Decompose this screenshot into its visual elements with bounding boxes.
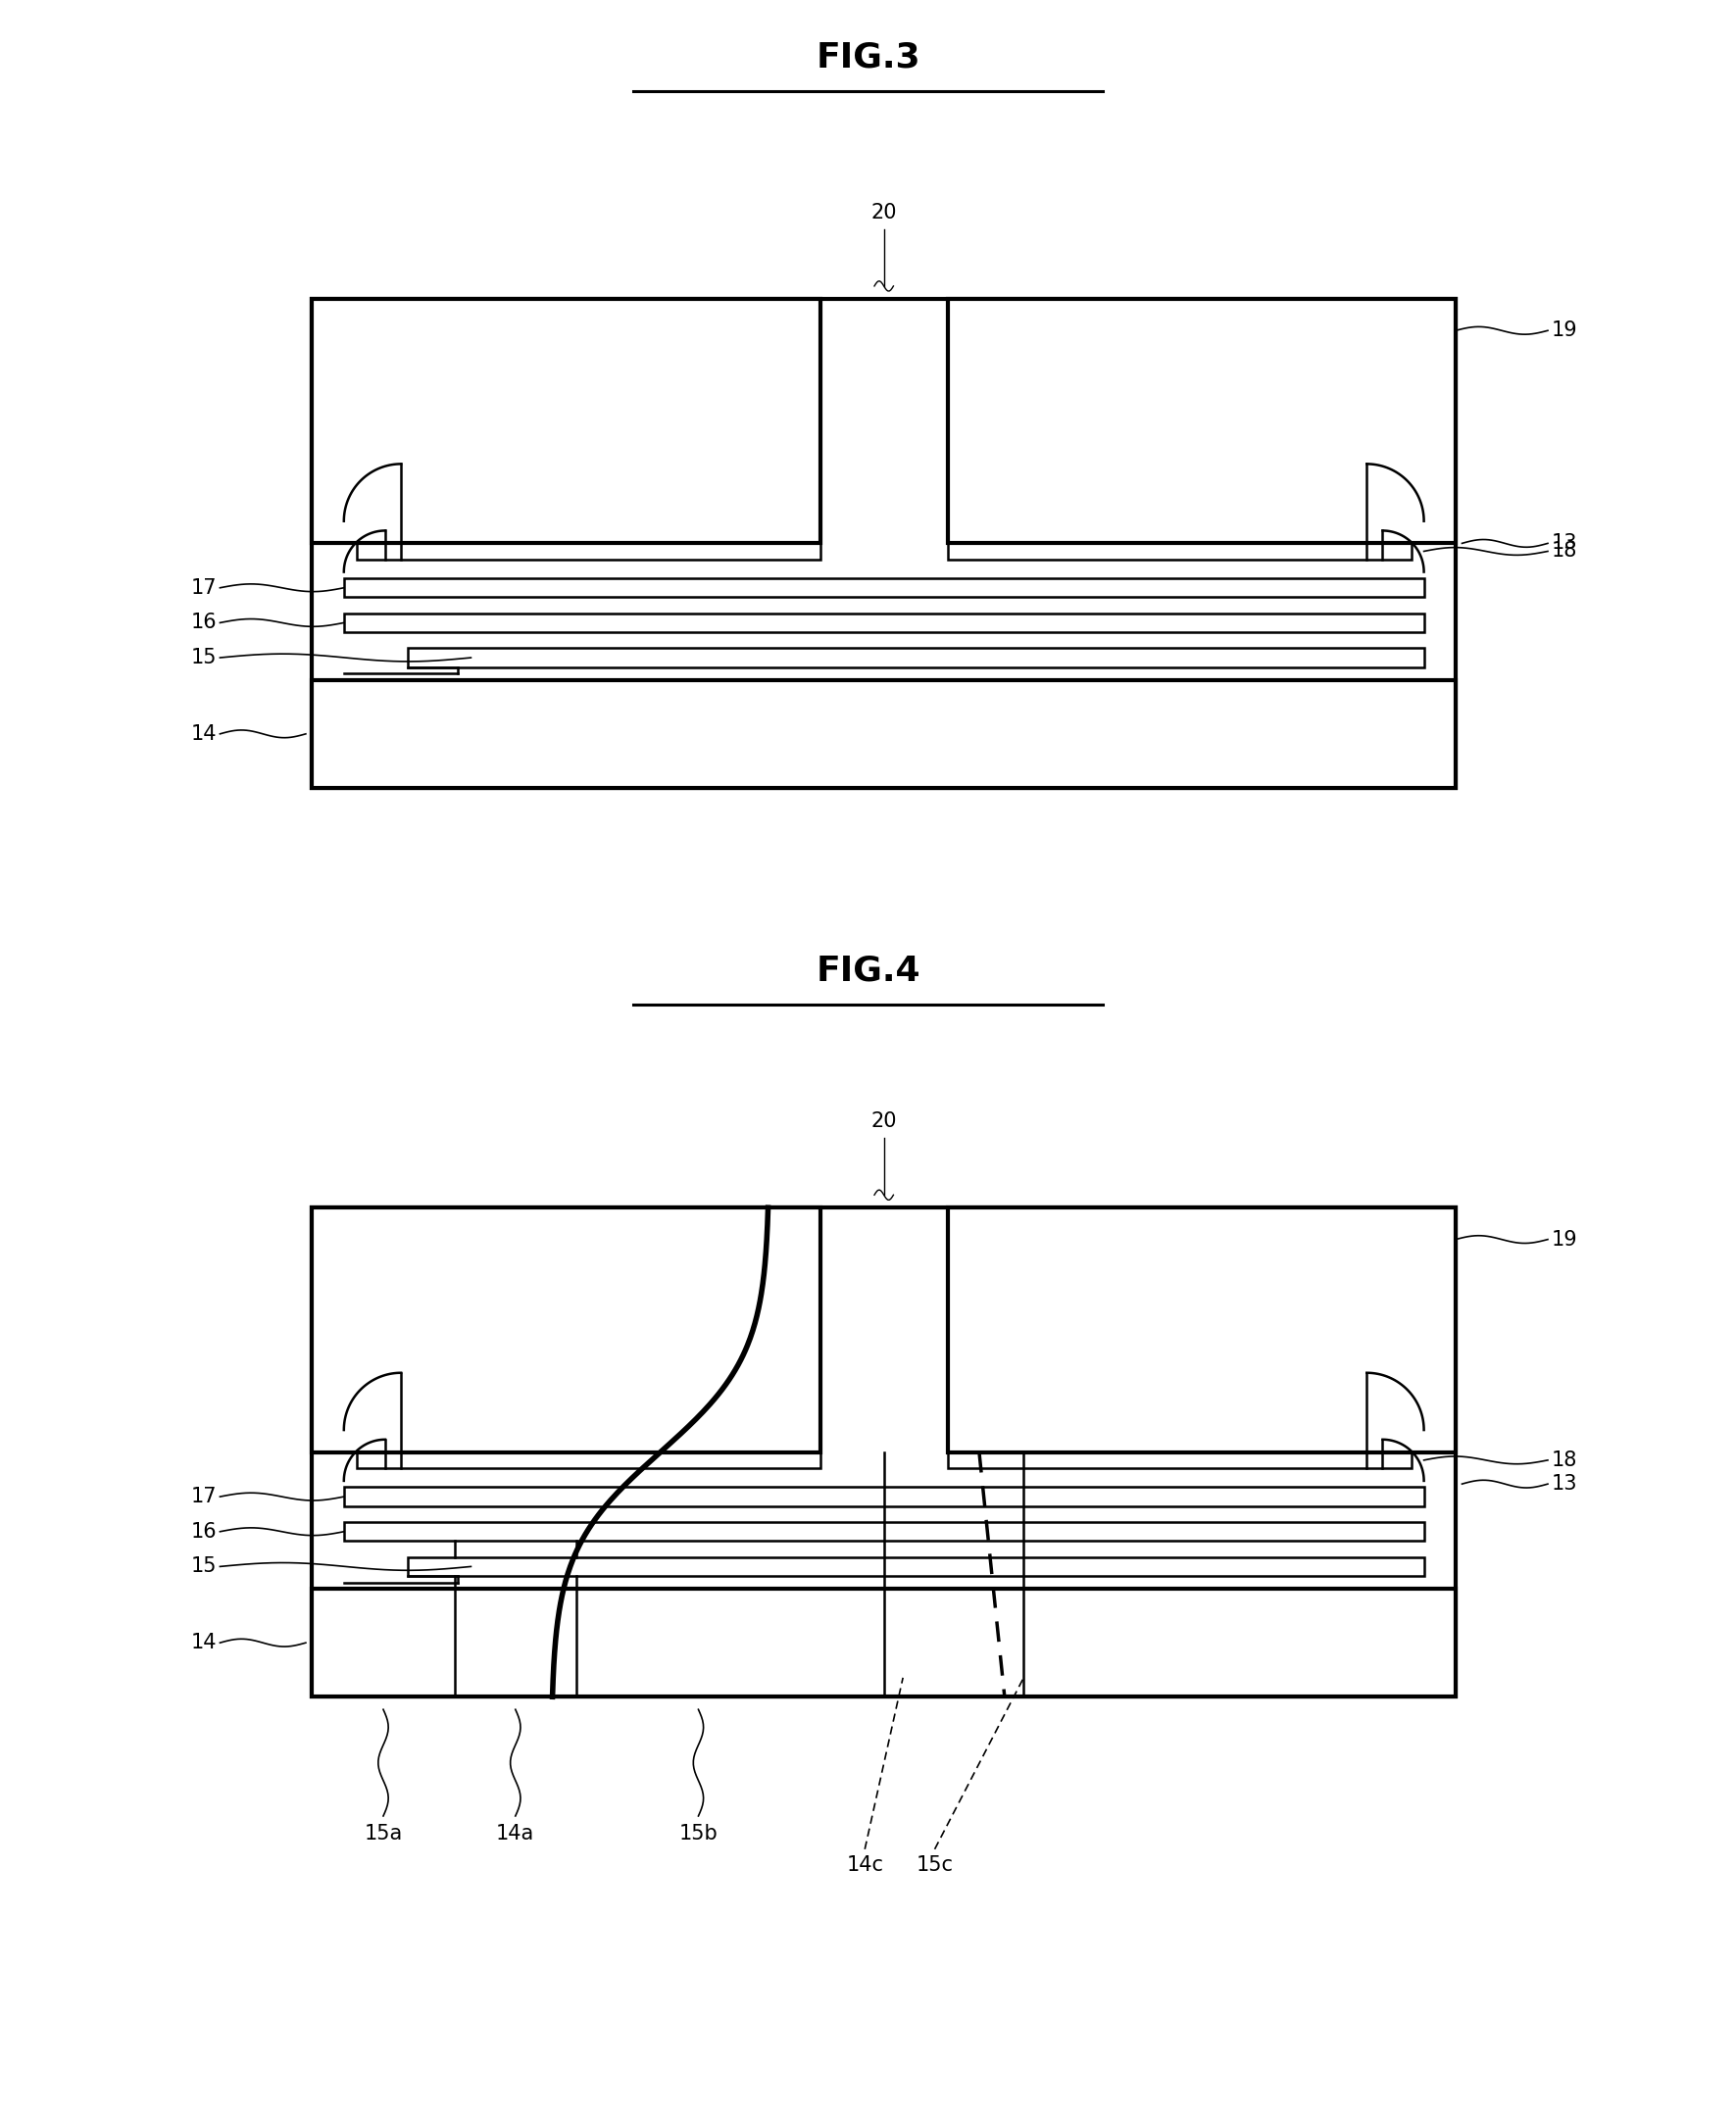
Bar [356,1452,821,1467]
Text: 15: 15 [191,1556,217,1577]
Text: 14c: 14c [845,1856,884,1875]
Bar [408,649,1424,668]
Bar [312,1207,1457,1698]
Text: 16: 16 [191,1522,217,1541]
Bar [344,613,1424,632]
Text: 14: 14 [191,1632,217,1653]
Text: 20: 20 [871,203,898,222]
Bar [312,298,821,543]
Bar [312,681,1457,789]
Text: 14a: 14a [496,1824,535,1843]
Bar [948,1452,1411,1467]
Bar [408,1558,1424,1577]
Text: FIG.3: FIG.3 [816,40,920,74]
Text: 16: 16 [191,613,217,632]
Bar [948,543,1411,560]
Bar [312,298,1457,789]
Text: 14: 14 [191,725,217,744]
Text: 18: 18 [1550,541,1576,560]
Text: 18: 18 [1550,1450,1576,1469]
Bar [312,1207,821,1452]
Bar [356,543,821,560]
Bar [344,1486,1424,1505]
Text: 20: 20 [871,1112,898,1131]
Text: 17: 17 [191,1486,217,1507]
Bar [948,298,1457,543]
Text: 13: 13 [1550,533,1576,554]
Bar [344,579,1424,598]
Text: FIG.4: FIG.4 [816,953,920,987]
Bar [948,1207,1457,1452]
Text: 15: 15 [191,647,217,668]
Bar [312,1590,1457,1698]
Text: 13: 13 [1550,1473,1576,1495]
Text: 19: 19 [1550,1230,1576,1249]
Text: 15c: 15c [917,1856,953,1875]
Text: 15a: 15a [365,1824,403,1843]
Text: 19: 19 [1550,321,1576,340]
Bar [344,1522,1424,1541]
Text: 15b: 15b [679,1824,719,1843]
Text: 17: 17 [191,577,217,598]
